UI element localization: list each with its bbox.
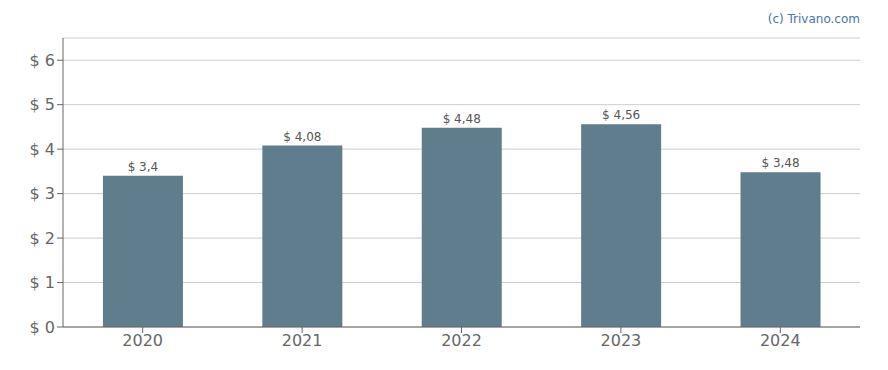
svg-text:$ 6: $ 6 [30, 51, 55, 70]
svg-text:2024: 2024 [760, 331, 801, 350]
svg-text:2023: 2023 [601, 331, 642, 350]
svg-text:$ 4: $ 4 [30, 140, 55, 159]
svg-text:$ 5: $ 5 [30, 95, 55, 114]
svg-text:$ 3: $ 3 [30, 184, 55, 203]
svg-text:2020: 2020 [122, 331, 163, 350]
svg-text:$ 3,4: $ 3,4 [128, 160, 159, 174]
svg-text:$ 0: $ 0 [30, 318, 55, 337]
svg-text:2022: 2022 [441, 331, 482, 350]
svg-text:$ 3,48: $ 3,48 [761, 156, 799, 170]
svg-text:$ 2: $ 2 [30, 229, 55, 248]
svg-text:2021: 2021 [282, 331, 323, 350]
svg-text:$ 1: $ 1 [30, 273, 55, 292]
html-text:(c) Trivano.com: (c) Trivano.com [767, 12, 860, 26]
svg-text:$ 4,08: $ 4,08 [283, 130, 321, 144]
svg-text:$ 4,56: $ 4,56 [602, 108, 640, 122]
svg-text:$ 4,48: $ 4,48 [443, 112, 481, 126]
